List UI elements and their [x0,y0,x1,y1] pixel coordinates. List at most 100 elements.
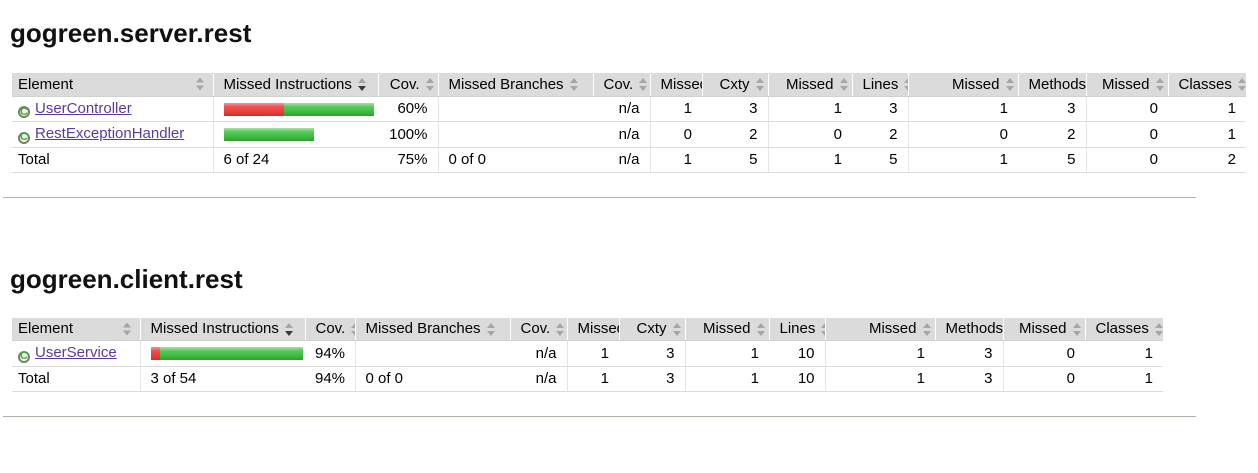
col-header-instruction-coverage[interactable]: Cov. [377,73,438,97]
table-row: C RestExceptionHandler 100% n/a 0 2 0 2 0… [12,121,1246,148]
sort-icon [1237,78,1246,92]
element-link[interactable]: RestExceptionHandler [35,125,185,142]
sort-desc-icon [357,78,367,92]
col-header-missed-cxty[interactable]: Missed [649,73,702,97]
col-header-classes[interactable]: Classes [1084,317,1163,341]
sort-icon [1005,78,1015,92]
cell-cxty: 2 [702,121,768,148]
col-header-cxty[interactable]: Cxty [618,317,685,341]
class-icon: C [18,131,30,144]
cell-missed-classes: 0 [1085,96,1168,122]
element-link[interactable]: UserController [35,99,132,117]
cell-methods: 3 [935,340,1003,367]
cell-instruction-coverage: 94% [305,340,355,367]
col-header-missed-classes[interactable]: Missed [1085,73,1168,97]
col-header-classes[interactable]: Classes [1167,73,1246,97]
col-header-missed-methods[interactable]: Missed [824,317,935,341]
total-methods: 3 [935,366,1003,392]
cell-missed-lines: 1 [684,340,769,367]
total-missed-instructions: 6 of 24 [212,147,378,173]
total-missed-lines: 1 [684,366,769,392]
col-header-cxty[interactable]: Cxty [701,73,768,97]
cell-lines: 2 [852,121,908,148]
col-header-lines[interactable]: Lines [851,73,908,97]
cell-instruction-coverage: 100% [378,121,438,148]
col-header-branch-coverage[interactable]: Cov. [592,73,650,97]
total-missed-instructions: 3 of 54 [139,366,305,392]
instruction-bar-cell [212,96,378,122]
col-header-missed-lines[interactable]: Missed [767,73,852,97]
cell-missed-branches [354,340,510,367]
package-title: gogreen.client.rest [10,263,243,294]
sort-desc-icon [284,322,294,336]
cell-lines: 10 [769,340,825,367]
col-header-missed-lines[interactable]: Missed [684,317,769,341]
total-missed-methods: 1 [907,147,1018,173]
total-missed-branches: 0 of 0 [354,366,510,392]
class-icon: C [18,350,30,363]
sort-icon [755,78,765,92]
coverage-bar-covered [223,128,314,142]
col-header-missed-instructions[interactable]: Missed Instructions [139,317,305,341]
cell-missed-methods: 1 [824,340,935,367]
coverage-bar-missed [150,347,160,361]
element-link[interactable]: UserService [35,344,117,361]
sort-icon [1154,322,1163,336]
col-header-branch-coverage[interactable]: Cov. [509,317,567,341]
header-row: Element Missed Instructions Cov. Missed … [12,317,1163,341]
col-header-missed-branches[interactable]: Missed Branches [437,73,593,97]
col-header-methods[interactable]: Methods [934,317,1003,341]
cell-missed-methods: 0 [907,121,1018,148]
col-header-missed-instructions[interactable]: Missed Instructions [212,73,378,97]
col-header-element[interactable]: Element [12,73,213,97]
total-row: Total 3 of 54 94% 0 of 0 n/a 1 3 1 10 1 … [12,366,1163,392]
cell-classes: 1 [1168,121,1246,148]
cell-missed-cxty: 0 [649,121,702,148]
table-row: C UserService 94% n/a 1 3 1 10 1 3 0 1 [12,340,1163,367]
instruction-bar-cell [212,121,378,148]
cell-methods: 3 [1018,96,1086,122]
sort-icon [486,322,496,336]
total-missed-classes: 0 [1085,147,1168,173]
col-header-instruction-coverage[interactable]: Cov. [304,317,355,341]
cell-branch-coverage: n/a [593,121,650,148]
cell-missed-branches [437,121,593,148]
cell-branch-coverage: n/a [510,340,567,367]
sort-icon [569,78,579,92]
total-instruction-coverage: 94% [305,366,355,392]
sort-icon [351,322,355,336]
cell-classes: 1 [1168,96,1246,122]
cell-cxty: 3 [619,340,685,367]
sort-icon [821,322,825,336]
cell-missed-cxty: 1 [649,96,702,122]
cell-missed-classes: 0 [1002,340,1085,367]
col-header-methods[interactable]: Methods [1017,73,1086,97]
total-missed-classes: 0 [1002,366,1085,392]
cell-cxty: 3 [702,96,768,122]
coverage-bar-covered [283,102,374,116]
col-header-missed-methods[interactable]: Missed [907,73,1018,97]
cell-instruction-coverage: 60% [378,96,438,122]
col-header-missed-classes[interactable]: Missed [1002,317,1085,341]
coverage-bar-missed [223,102,284,116]
coverage-table-server-rest: Element Missed Instructions Cov. Missed … [12,73,1246,173]
total-label: Total [12,366,140,392]
cell-branch-coverage: n/a [593,96,650,122]
col-header-lines[interactable]: Lines [768,317,825,341]
coverage-bar-covered [159,347,303,361]
total-classes: 1 [1085,366,1163,392]
instruction-bar-cell [139,340,305,367]
sort-icon [672,322,682,336]
col-header-missed-cxty[interactable]: Missed [566,317,619,341]
total-branch-coverage: n/a [510,366,567,392]
col-header-missed-branches[interactable]: Missed Branches [354,317,510,341]
total-lines: 10 [769,366,825,392]
col-header-element[interactable]: Element [12,317,140,341]
sort-icon [756,322,766,336]
class-icon: C [18,106,30,118]
total-label: Total [12,147,213,173]
cell-missed-methods: 1 [907,96,1018,122]
section-divider [3,196,1196,198]
package-title: gogreen.server.rest [10,18,252,48]
total-row: Total 6 of 24 75% 0 of 0 n/a 1 5 1 5 1 5… [12,147,1246,173]
